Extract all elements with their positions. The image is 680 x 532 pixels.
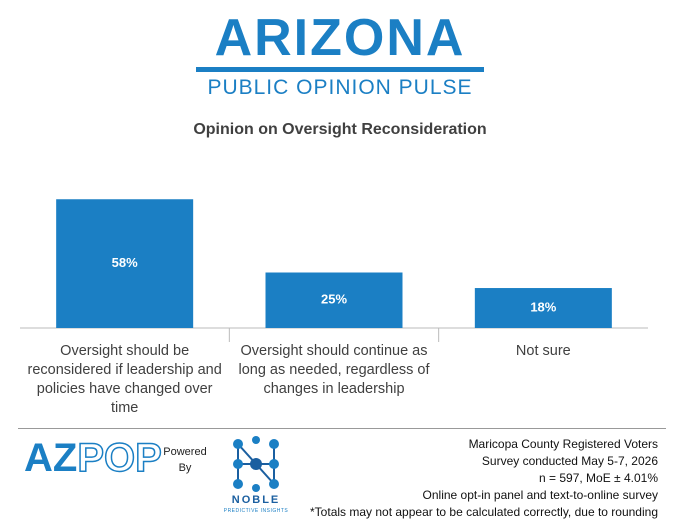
- chart-title: Opinion on Oversight Reconsideration: [193, 121, 487, 138]
- value-label: 18%: [530, 299, 556, 314]
- note-line: Survey conducted May 5-7, 2026: [481, 454, 658, 468]
- brand-rule: [196, 67, 484, 72]
- x-tick-label: Oversight should be reconsidered if lead…: [27, 343, 222, 416]
- partner-name: NOBLE: [231, 494, 281, 506]
- value-label: 58%: [112, 255, 138, 270]
- logo-pop: POP: [77, 435, 163, 481]
- footer-rule: [18, 428, 666, 429]
- bar: [56, 199, 194, 328]
- value-label: 25%: [321, 292, 347, 307]
- partner-tagline: PREDICTIVE INSIGHTS: [223, 508, 289, 514]
- survey-notes: Maricopa County Registered Voters Survey …: [310, 436, 658, 521]
- x-tick-label: Oversight should continue as long as nee…: [238, 343, 430, 397]
- note-line: Online opt-in panel and text-to-online s…: [422, 488, 658, 502]
- azpop-logo: AZPOP: [24, 435, 163, 481]
- bar: [265, 272, 403, 328]
- powered-by: Powered By: [163, 446, 207, 474]
- brand-title: ARIZONA: [214, 9, 466, 67]
- logo-az: AZ: [24, 436, 78, 480]
- note-line: Maricopa County Registered Voters: [468, 437, 658, 451]
- x-tick-label: Not sure: [515, 343, 571, 359]
- note-line: *Totals may not appear to be calculated …: [310, 505, 658, 519]
- brand-subtitle: PUBLIC OPINION PULSE: [207, 76, 473, 99]
- note-line: n = 597, MoE ± 4.01%: [539, 471, 658, 485]
- bar: [474, 288, 612, 328]
- chart: 58% 25% 18%: [20, 199, 648, 342]
- partner-icon: [233, 436, 279, 492]
